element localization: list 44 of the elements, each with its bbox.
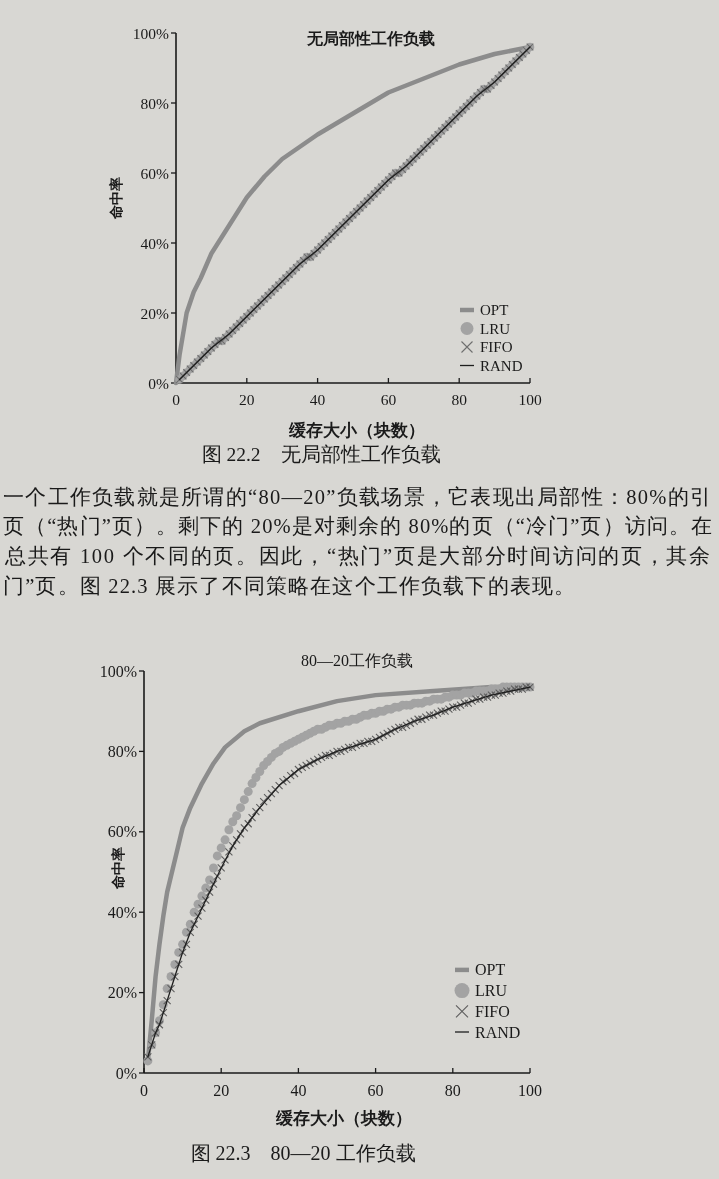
x-tick-label: 60 — [380, 390, 397, 408]
x-tick-label: 40 — [290, 1081, 307, 1099]
x-tick-label: 0 — [172, 390, 181, 408]
x-tick-label: 100 — [518, 390, 542, 408]
y-tick-label: 40% — [107, 903, 137, 921]
legend-label: LRU — [475, 982, 508, 1000]
text: 总共有 100 个不同的页。因此，“热门”页是大部分时间访问的页，其余 — [4, 545, 710, 567]
y-tick-label: 0% — [115, 1064, 137, 1082]
y-tick-label: 20% — [107, 984, 137, 1002]
y-tick-label: 80% — [107, 742, 137, 760]
y-tick-label: 100% — [132, 24, 170, 42]
y-tick-label: 60% — [107, 823, 137, 841]
x-tick-label: 80 — [451, 390, 468, 408]
legend-label: RAND — [475, 1023, 521, 1041]
text: 页（“热门”页）。剩下的 20%是对剩余的 80%的页（“冷门”页）访问。在 — [3, 515, 712, 537]
x-axis-title: 缓存大小（块数） — [275, 1108, 412, 1128]
chart-title: 80—20工作负载 — [301, 651, 413, 669]
y-tick-label: 40% — [140, 234, 170, 252]
chart-title: 无局部性工作负载 — [306, 29, 435, 47]
y-axis-title: 命中率 — [107, 177, 124, 220]
x-tick-label: 20 — [239, 390, 255, 408]
caption: 图 22.3 80—20 工作负载 — [190, 1142, 416, 1164]
x-tick-label: 0 — [140, 1081, 148, 1099]
text: 一个工作负载就是所谓的“80—20”负载场景，它表现出局部性：80%的引 — [3, 486, 711, 508]
legend-label: LRU — [480, 320, 511, 337]
x-tick-label: 100 — [518, 1081, 542, 1099]
legend-label: OPT — [475, 961, 506, 979]
y-tick-label: 0% — [148, 374, 170, 392]
caption: 图 22.2 无局部性工作负载 — [201, 443, 441, 465]
x-tick-label: 60 — [367, 1081, 384, 1099]
text: 门”页。图 22.3 展示了不同策略在这个工作负载下的表现。 — [3, 575, 575, 597]
legend-label: FIFO — [480, 339, 513, 355]
y-tick-label: 60% — [140, 164, 170, 182]
legend-label: FIFO — [475, 1002, 510, 1020]
y-tick-label: 100% — [99, 662, 137, 680]
y-tick-label: 80% — [140, 94, 170, 112]
legend-label: RAND — [480, 357, 523, 374]
x-tick-label: 20 — [213, 1081, 230, 1099]
legend-label: OPT — [480, 302, 509, 318]
y-tick-label: 20% — [140, 304, 170, 322]
y-axis-title: 命中率 — [109, 847, 126, 890]
x-tick-label: 80 — [444, 1081, 461, 1099]
x-tick-label: 40 — [309, 390, 326, 408]
x-axis-title: 缓存大小（块数） — [288, 420, 425, 440]
